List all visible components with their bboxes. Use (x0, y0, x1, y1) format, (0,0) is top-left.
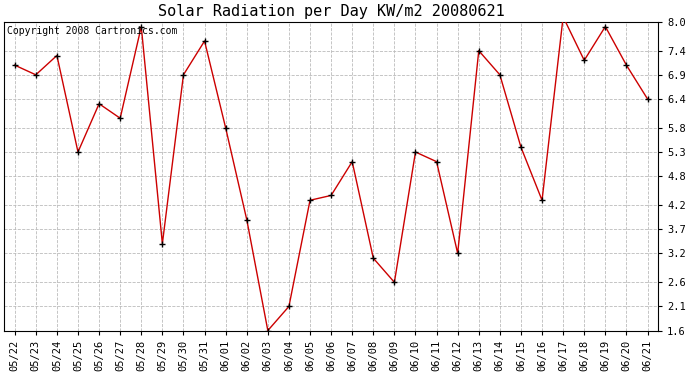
Title: Solar Radiation per Day KW/m2 20080621: Solar Radiation per Day KW/m2 20080621 (158, 4, 504, 19)
Text: Copyright 2008 Cartronics.com: Copyright 2008 Cartronics.com (8, 26, 178, 36)
